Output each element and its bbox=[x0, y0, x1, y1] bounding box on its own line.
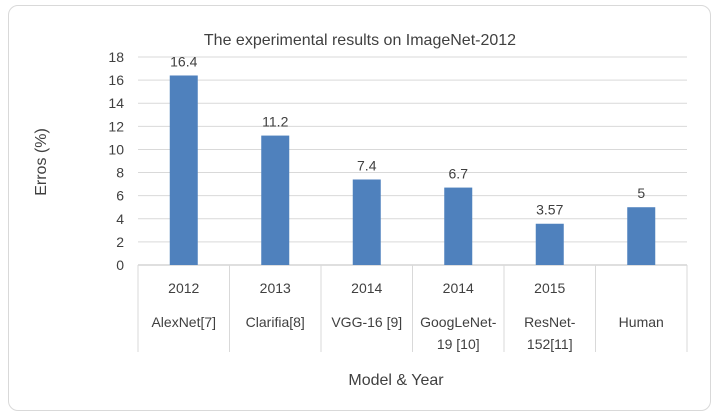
data-label: 6.7 bbox=[449, 166, 469, 182]
y-tick-label: 18 bbox=[108, 49, 124, 65]
bar bbox=[352, 179, 381, 265]
y-tick-label: 12 bbox=[108, 118, 124, 134]
y-tick-label: 0 bbox=[116, 257, 124, 273]
data-label: 16.4 bbox=[170, 53, 197, 69]
x-tick-name: GoogLeNet- bbox=[420, 314, 497, 330]
x-tick-name: VGG-16 [9] bbox=[331, 314, 402, 330]
data-label: 7.4 bbox=[357, 157, 377, 173]
x-axis-label: Model & Year bbox=[348, 372, 444, 389]
x-tick-year: 2013 bbox=[260, 280, 291, 296]
y-tick-label: 2 bbox=[116, 234, 124, 250]
x-tick-year: 2012 bbox=[168, 280, 199, 296]
y-tick-label: 14 bbox=[108, 95, 124, 111]
x-tick-name: 19 [10] bbox=[437, 336, 480, 352]
bar bbox=[627, 207, 656, 265]
chart-frame bbox=[8, 5, 711, 411]
data-label: 5 bbox=[637, 185, 645, 201]
y-tick-label: 6 bbox=[116, 188, 124, 204]
x-tick-year: 2014 bbox=[351, 280, 382, 296]
x-tick-name: AlexNet[7] bbox=[151, 314, 216, 330]
y-axis-label: Erros (%) bbox=[33, 128, 50, 196]
data-label: 3.57 bbox=[536, 202, 563, 218]
x-tick-name: 152[11] bbox=[527, 336, 573, 352]
x-tick-name: ResNet- bbox=[524, 314, 576, 330]
y-tick-label: 8 bbox=[116, 165, 124, 181]
y-tick-label: 16 bbox=[108, 72, 124, 88]
data-label: 11.2 bbox=[262, 114, 288, 130]
x-tick-name: Clarifia[8] bbox=[246, 314, 305, 330]
chart-title: The experimental results on ImageNet-201… bbox=[204, 32, 516, 49]
bar bbox=[169, 75, 198, 265]
bar bbox=[261, 135, 290, 265]
bar bbox=[444, 187, 473, 265]
y-tick-label: 10 bbox=[108, 141, 124, 157]
x-tick-year: 2015 bbox=[534, 280, 565, 296]
bar bbox=[535, 223, 564, 265]
x-tick-name: Human bbox=[619, 314, 664, 330]
x-tick-year: 2014 bbox=[443, 280, 474, 296]
y-tick-label: 4 bbox=[116, 211, 124, 227]
